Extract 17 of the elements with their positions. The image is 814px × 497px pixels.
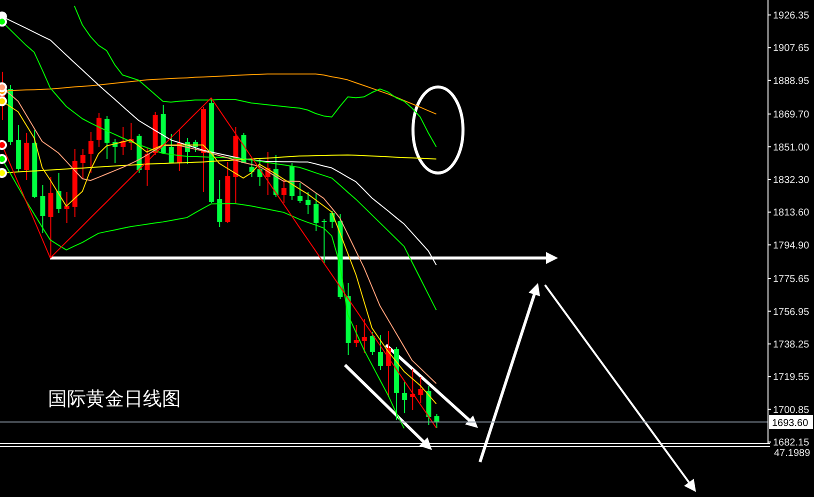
y-tick-label: 1700.85 xyxy=(773,404,810,416)
y-tick-label: 1738.25 xyxy=(773,339,810,350)
y-tick-label: 1682.15 xyxy=(773,438,810,449)
y-tick-label: 1869.70 xyxy=(773,110,810,121)
y-tick-label: 1775.65 xyxy=(773,274,810,286)
y-tick-label: 1794.90 xyxy=(773,240,810,252)
y-tick-label: 1888.95 xyxy=(773,76,810,87)
y-tick-label: 1907.65 xyxy=(773,43,810,54)
text: 国际黄金日线图 xyxy=(48,387,181,412)
y-tick-label: 1926.35 xyxy=(773,10,810,22)
y-tick-label: 1719.55 xyxy=(773,372,810,384)
y-tick-label: 1851.00 xyxy=(773,142,810,154)
text: 47.1989 xyxy=(774,448,810,459)
ref-line-label: 1693.60 xyxy=(772,418,809,430)
y-tick-label: 1832.30 xyxy=(773,174,810,186)
y-tick-label: 1813.60 xyxy=(773,208,810,219)
y-tick-label: 1756.95 xyxy=(773,306,810,318)
